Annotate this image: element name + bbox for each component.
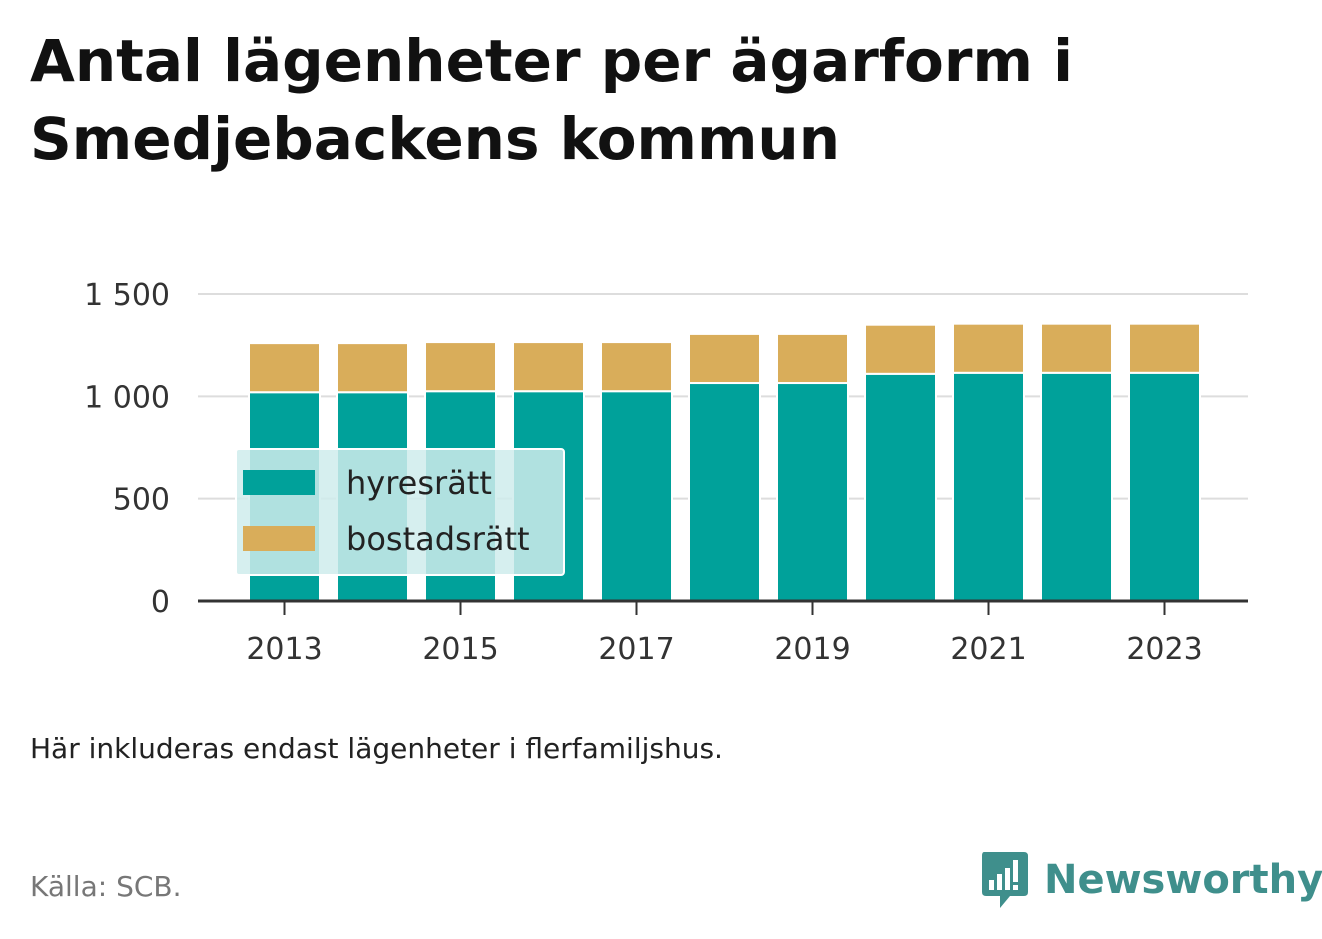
legend-box	[235, 448, 565, 576]
y-tick-label: 1 500	[84, 278, 170, 313]
y-tick-label: 1 000	[84, 380, 170, 415]
bar-hyresrätt-2022	[1040, 371, 1113, 602]
x-tick-label: 2023	[1126, 632, 1202, 667]
chart-bars-icon	[982, 852, 1028, 908]
brand-name: Newsworthy	[1044, 857, 1322, 903]
bar-hyresrätt-2023	[1128, 371, 1201, 602]
bar-bostadsrätt-2013	[248, 342, 321, 394]
y-tick-labels: 0 500 1 000 1 500	[84, 278, 170, 620]
bar-bostadsrätt-2023	[1128, 322, 1201, 374]
legend-swatch-hyresrätt	[243, 470, 315, 495]
brand-logo: Newsworthy	[980, 850, 1322, 910]
chart: 0 500 1 000 1 500 hyresrätt bostadsrätt 2013…	[84, 278, 1248, 667]
legend-label: bostadsrätt	[346, 520, 530, 558]
x-tick-label: 2017	[598, 632, 674, 667]
legend: hyresrätt bostadsrätt	[235, 448, 565, 576]
x-tick-label: 2013	[246, 632, 322, 667]
bar-bostadsrätt-2022	[1040, 322, 1113, 374]
chart-title: Antal lägenheter per ägarform i Smedjeba…	[30, 27, 1074, 173]
chart-note: Här inkluderas endast lägenheter i flerf…	[30, 732, 723, 765]
y-tick-label: 500	[113, 483, 170, 518]
x-tick-label: 2021	[950, 632, 1026, 667]
legend-label: hyresrätt	[346, 464, 492, 502]
legend-swatch-bostadsrätt	[243, 526, 315, 551]
bar-hyresrätt-2020	[864, 372, 937, 602]
bar-bostadsrätt-2018	[688, 332, 761, 385]
bar-bostadsrätt-2019	[776, 332, 849, 385]
x-tick-label: 2015	[422, 632, 498, 667]
bar-bostadsrätt-2021	[952, 322, 1025, 374]
x-tick-labels: 2013 2015 2017 2019 2021 2023	[246, 601, 1203, 667]
bar-bostadsrätt-2020	[864, 323, 937, 375]
bar-hyresrätt-2018	[688, 382, 761, 602]
bar-hyresrätt-2019	[776, 382, 849, 602]
source-label: Källa: SCB.	[30, 870, 182, 903]
bar-bostadsrätt-2016	[512, 341, 585, 393]
bar-bostadsrätt-2014	[336, 342, 409, 394]
bar-bostadsrätt-2015	[424, 341, 497, 393]
x-tick-label: 2019	[774, 632, 850, 667]
bar-hyresrätt-2021	[952, 371, 1025, 602]
bar-bostadsrätt-2017	[600, 341, 673, 393]
y-tick-label: 0	[151, 585, 170, 620]
bar-hyresrätt-2017	[600, 390, 673, 603]
